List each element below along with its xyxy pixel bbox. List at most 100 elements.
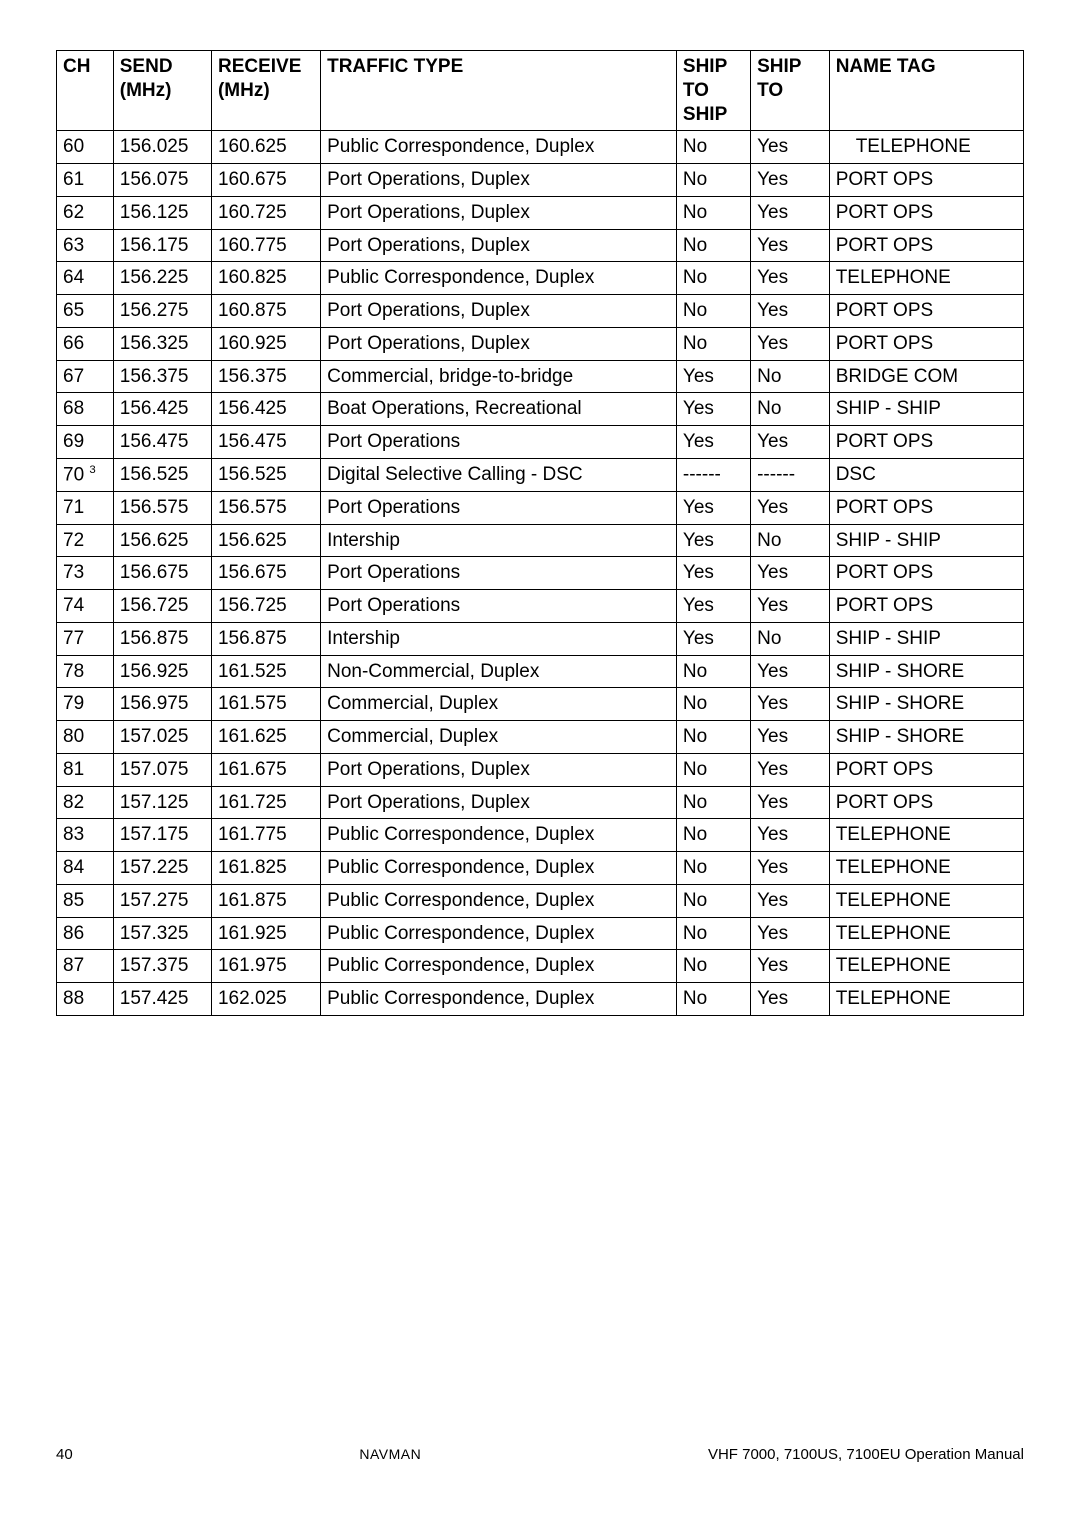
cell-ship-to: Yes xyxy=(751,131,830,164)
cell-ch: 87 xyxy=(57,950,114,983)
table-body: 60156.025160.625Public Correspondence, D… xyxy=(57,131,1024,1016)
cell-receive: 160.625 xyxy=(211,131,320,164)
cell-ship-to-ship: No xyxy=(676,721,750,754)
cell-traffic: Port Operations, Duplex xyxy=(321,327,677,360)
cell-ship-to-ship: Yes xyxy=(676,393,750,426)
cell-send: 156.075 xyxy=(113,164,211,197)
cell-ch: 71 xyxy=(57,491,114,524)
cell-name-tag: PORT OPS xyxy=(829,295,1023,328)
cell-receive: 156.475 xyxy=(211,426,320,459)
page-number: 40 xyxy=(56,1446,73,1463)
cell-traffic: Port Operations xyxy=(321,491,677,524)
cell-traffic: Intership xyxy=(321,524,677,557)
cell-name-tag: TELEPHONE xyxy=(829,950,1023,983)
cell-traffic: Port Operations, Duplex xyxy=(321,164,677,197)
cell-traffic: Public Correspondence, Duplex xyxy=(321,950,677,983)
cell-name-tag: TELEPHONE xyxy=(829,131,1023,164)
col-header-traffic: TRAFFIC TYPE xyxy=(321,51,677,131)
cell-receive: 161.825 xyxy=(211,852,320,885)
cell-ship-to-ship: No xyxy=(676,164,750,197)
cell-ship-to: Yes xyxy=(751,655,830,688)
cell-ship-to-ship: Yes xyxy=(676,491,750,524)
table-row: 84157.225161.825Public Correspondence, D… xyxy=(57,852,1024,885)
cell-ship-to-ship: No xyxy=(676,917,750,950)
cell-send: 157.175 xyxy=(113,819,211,852)
cell-ship-to: Yes xyxy=(751,327,830,360)
cell-receive: 156.375 xyxy=(211,360,320,393)
footer-manual: VHF 7000, 7100US, 7100EU Operation Manua… xyxy=(708,1446,1024,1463)
cell-receive: 156.575 xyxy=(211,491,320,524)
table-row: 79156.975161.575Commercial, DuplexNoYesS… xyxy=(57,688,1024,721)
cell-ship-to: ------ xyxy=(751,458,830,491)
cell-name-tag: DSC xyxy=(829,458,1023,491)
cell-ship-to-ship: Yes xyxy=(676,590,750,623)
cell-name-tag: PORT OPS xyxy=(829,491,1023,524)
col-header-receive: RECEIVE (MHz) xyxy=(211,51,320,131)
cell-ship-to: Yes xyxy=(751,295,830,328)
cell-ch: 81 xyxy=(57,753,114,786)
cell-ship-to-ship: No xyxy=(676,131,750,164)
cell-receive: 156.725 xyxy=(211,590,320,623)
cell-ch: 74 xyxy=(57,590,114,623)
cell-ch: 83 xyxy=(57,819,114,852)
cell-name-tag: PORT OPS xyxy=(829,557,1023,590)
cell-ship-to: No xyxy=(751,360,830,393)
table-row: 63156.175160.775Port Operations, DuplexN… xyxy=(57,229,1024,262)
table-row: 80157.025161.625Commercial, DuplexNoYesS… xyxy=(57,721,1024,754)
table-row: 61156.075160.675Port Operations, DuplexN… xyxy=(57,164,1024,197)
cell-traffic: Port Operations, Duplex xyxy=(321,196,677,229)
table-row: 87157.375161.975Public Correspondence, D… xyxy=(57,950,1024,983)
cell-ch: 80 xyxy=(57,721,114,754)
cell-send: 156.625 xyxy=(113,524,211,557)
cell-ship-to-ship: Yes xyxy=(676,360,750,393)
cell-ship-to-ship: No xyxy=(676,295,750,328)
cell-name-tag: SHIP - SHORE xyxy=(829,721,1023,754)
cell-traffic: Commercial, Duplex xyxy=(321,688,677,721)
cell-ship-to: Yes xyxy=(751,852,830,885)
cell-traffic: Public Correspondence, Duplex xyxy=(321,884,677,917)
cell-ship-to-ship: No xyxy=(676,753,750,786)
cell-receive: 156.875 xyxy=(211,622,320,655)
cell-ch: 67 xyxy=(57,360,114,393)
cell-traffic: Public Correspondence, Duplex xyxy=(321,131,677,164)
cell-ch: 86 xyxy=(57,917,114,950)
cell-send: 156.225 xyxy=(113,262,211,295)
cell-ch: 79 xyxy=(57,688,114,721)
cell-send: 157.225 xyxy=(113,852,211,885)
table-row: 85157.275161.875Public Correspondence, D… xyxy=(57,884,1024,917)
cell-ch: 64 xyxy=(57,262,114,295)
cell-send: 156.875 xyxy=(113,622,211,655)
cell-ship-to: Yes xyxy=(751,557,830,590)
cell-receive: 161.975 xyxy=(211,950,320,983)
cell-send: 156.725 xyxy=(113,590,211,623)
cell-ch: 65 xyxy=(57,295,114,328)
table-row: 67156.375156.375Commercial, bridge-to-br… xyxy=(57,360,1024,393)
col-header-ship-to: SHIP TO xyxy=(751,51,830,131)
cell-name-tag: TELEPHONE xyxy=(829,983,1023,1016)
cell-ship-to: Yes xyxy=(751,950,830,983)
cell-ch: 62 xyxy=(57,196,114,229)
cell-ch: 70 3 xyxy=(57,458,114,491)
cell-traffic: Intership xyxy=(321,622,677,655)
cell-traffic: Public Correspondence, Duplex xyxy=(321,262,677,295)
cell-ch-value: 70 xyxy=(63,464,84,485)
col-header-send: SEND (MHz) xyxy=(113,51,211,131)
cell-ch: 69 xyxy=(57,426,114,459)
table-row: 81157.075161.675Port Operations, DuplexN… xyxy=(57,753,1024,786)
cell-send: 156.475 xyxy=(113,426,211,459)
cell-ship-to-ship: No xyxy=(676,983,750,1016)
page-container: CH SEND (MHz) RECEIVE (MHz) TRAFFIC TYPE… xyxy=(0,0,1080,1523)
cell-ship-to: No xyxy=(751,524,830,557)
cell-ship-to-ship: Yes xyxy=(676,557,750,590)
cell-ch: 85 xyxy=(57,884,114,917)
table-row: 88157.425162.025Public Correspondence, D… xyxy=(57,983,1024,1016)
table-row: 60156.025160.625Public Correspondence, D… xyxy=(57,131,1024,164)
cell-name-tag: TELEPHONE xyxy=(829,262,1023,295)
cell-send: 156.975 xyxy=(113,688,211,721)
cell-ship-to-ship: No xyxy=(676,884,750,917)
table-row: 70 3156.525156.525Digital Selective Call… xyxy=(57,458,1024,491)
cell-traffic: Port Operations, Duplex xyxy=(321,786,677,819)
cell-name-tag: TELEPHONE xyxy=(829,884,1023,917)
col-header-ship-to-ship: SHIP TO SHIP xyxy=(676,51,750,131)
cell-ship-to-ship: No xyxy=(676,688,750,721)
